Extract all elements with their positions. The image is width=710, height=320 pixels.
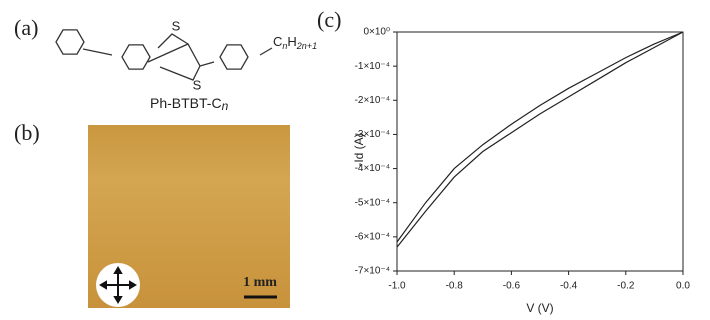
panel-label: (a) <box>14 15 38 40</box>
bond <box>260 48 272 55</box>
ring <box>220 45 248 69</box>
y-tick-label: -6×10⁻⁴ <box>355 231 390 242</box>
ring <box>56 30 84 54</box>
t: 2n+1 <box>296 41 317 51</box>
molecule <box>56 30 272 80</box>
x-tick-label: -0.2 <box>617 281 635 292</box>
x-tick-label: -0.8 <box>446 281 464 292</box>
plot-frame <box>397 32 683 271</box>
bond <box>83 49 112 55</box>
data-line <box>397 32 683 247</box>
y-tick-label: -5×10⁻⁴ <box>355 197 390 208</box>
data-line <box>397 32 683 242</box>
substituent: CnH2n+1 <box>273 34 317 51</box>
x-tick-label: -1.0 <box>388 281 406 292</box>
t: n <box>222 99 229 113</box>
atom-label: S <box>172 18 181 33</box>
body: {"panels": { "a": {"label": "(a)", "atom… <box>0 0 710 320</box>
y-tick-label: -2×10⁻⁴ <box>355 95 390 106</box>
y-tick-label: -7×10⁻⁴ <box>355 266 390 277</box>
y-tick-label: -4×10⁻⁴ <box>355 163 390 174</box>
t: H <box>287 34 296 49</box>
atom-label: S <box>193 77 202 92</box>
x-tick-label: -0.6 <box>503 281 521 292</box>
y-tick-label: -1×10⁻⁴ <box>355 61 390 72</box>
page: body { margin: 0; background: #fff; font… <box>0 0 710 320</box>
t: Ph-BTBT-C <box>150 95 222 111</box>
x-tick-label: 0.0 <box>676 281 690 292</box>
compound-name: Ph-BTBT-Cn <box>150 95 229 113</box>
figure: (a) S S CnH2n+1 Ph-BTBT-Cn (b) 1 mm (c) … <box>0 0 710 320</box>
x-axis-label: V (V) <box>526 301 553 315</box>
y-tick-label: -3×10⁻⁴ <box>355 129 390 140</box>
ring <box>122 45 150 69</box>
panel-label: (b) <box>14 120 40 145</box>
x-tick-label: -0.4 <box>560 281 578 292</box>
t: C <box>273 34 282 49</box>
scale-bar-label: 1 mm <box>243 275 277 290</box>
y-tick-label: 0×10⁰ <box>363 27 390 38</box>
panel-label: (c) <box>317 7 341 32</box>
